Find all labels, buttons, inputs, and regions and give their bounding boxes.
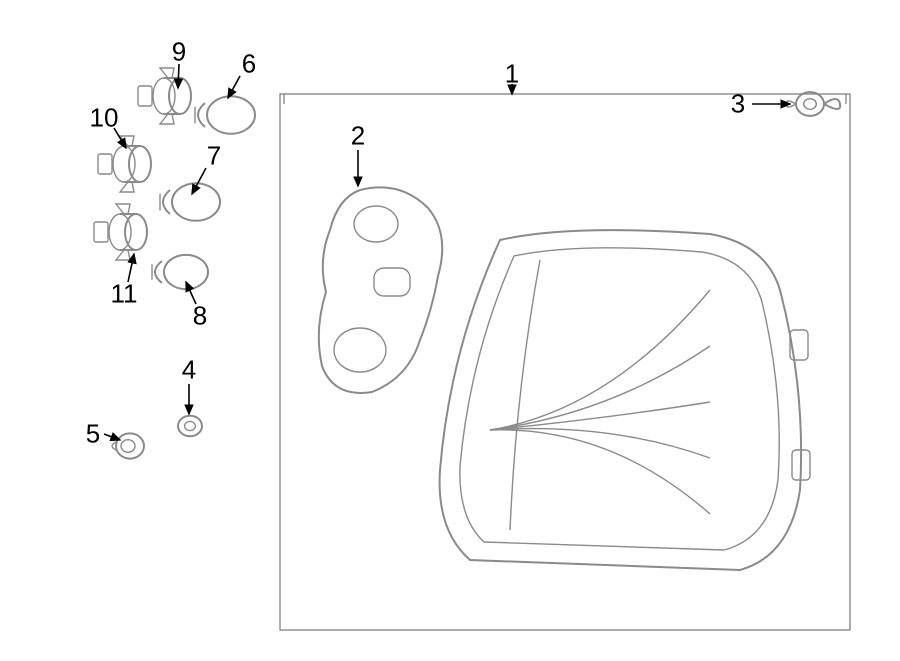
callout-6: 6 (242, 49, 256, 80)
callout-9: 9 (172, 37, 186, 68)
callout-3: 3 (731, 89, 745, 120)
callout-8: 8 (193, 301, 207, 332)
callout-5: 5 (86, 419, 100, 450)
callout-10: 10 (90, 103, 119, 134)
callout-2: 2 (351, 121, 365, 152)
callout-11: 11 (111, 279, 138, 310)
callout-1: 1 (505, 59, 519, 90)
diagram-svg (0, 0, 900, 661)
callout-4: 4 (182, 355, 196, 386)
parts-diagram: 1 2 3 4 5 6 7 8 9 10 11 (0, 0, 900, 661)
callout-7: 7 (207, 141, 221, 172)
